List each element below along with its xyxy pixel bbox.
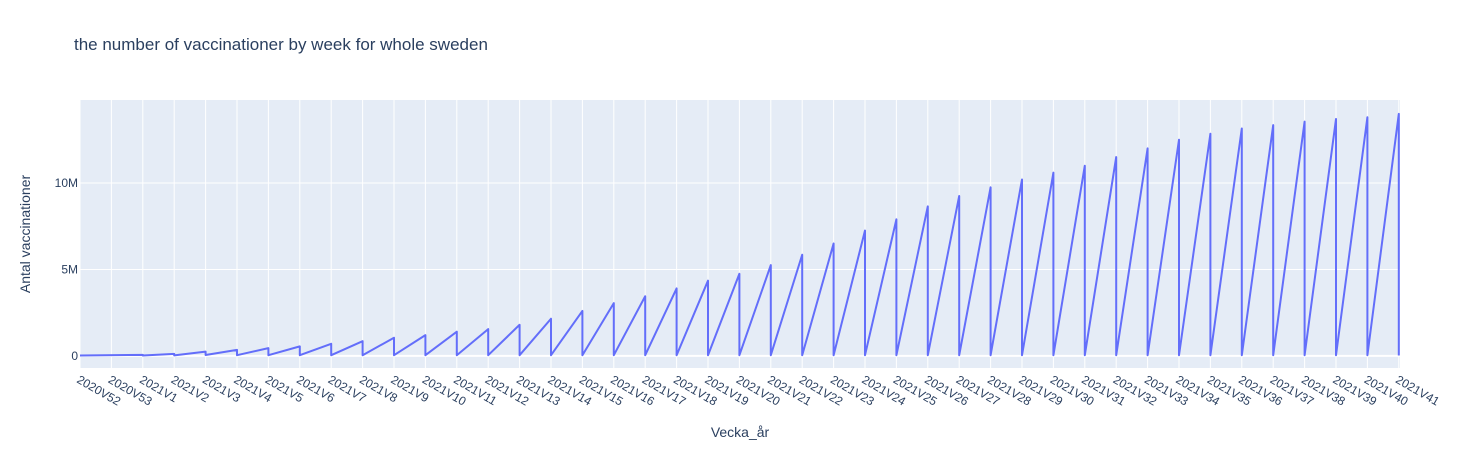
y-axis-ticks: 0 5M 10M: [55, 176, 79, 363]
y-axis-title: Antal vaccinationer: [17, 175, 33, 294]
chart-title: the number of vaccinationer by week for …: [74, 35, 488, 54]
y-tick-label: 5M: [61, 262, 78, 276]
series-layer: [79, 112, 1400, 357]
x-axis-title: Vecka_år: [711, 424, 770, 440]
y-tick-label: 0: [71, 349, 78, 363]
x-axis-ticks: 2020V522020V532021V12021V22021V32021V420…: [75, 372, 1443, 408]
y-tick-label: 10M: [55, 176, 78, 190]
series-line: [79, 112, 1400, 357]
